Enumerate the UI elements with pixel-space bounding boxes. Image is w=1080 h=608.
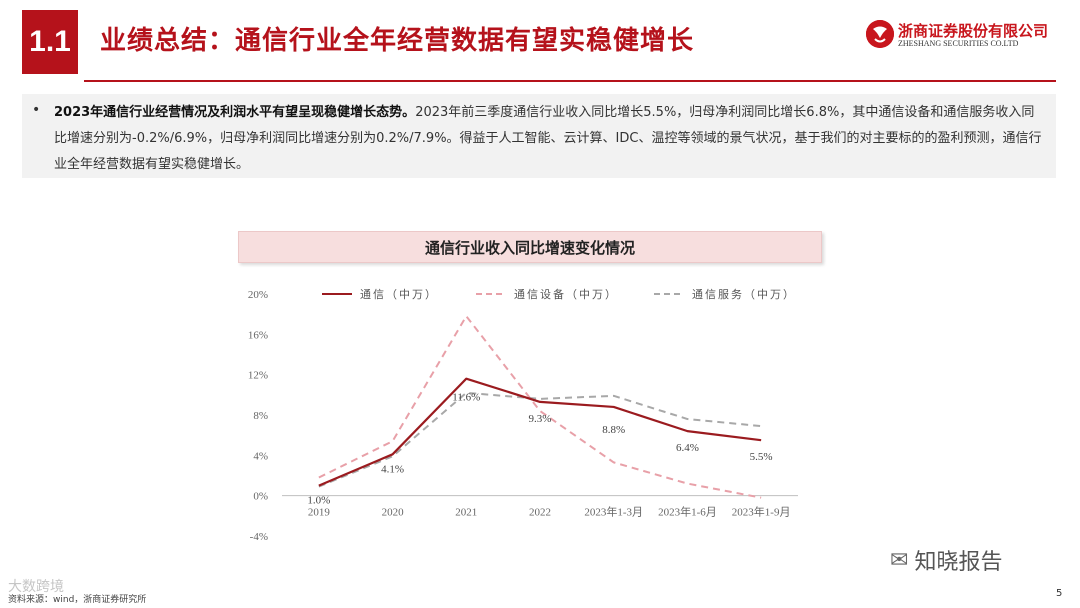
company-logo-icon: [866, 20, 894, 48]
data-label: 4.1%: [381, 463, 404, 475]
watermark-right-text: 知晓报告: [914, 550, 1003, 575]
series-line: [318, 377, 762, 487]
page-number: 5: [1056, 588, 1063, 599]
x-tick-label: 2020: [382, 507, 405, 519]
page-title: 业绩总结：通信行业全年经营数据有望实稳健增长: [100, 26, 695, 56]
company-logo: 浙商证券股份有限公司 ZHESHANG SECURITIES CO.LTD: [866, 20, 1056, 52]
watermark-right: ✉ 知晓报告: [890, 544, 1002, 576]
legend-label: 通信设备（中万）: [514, 287, 618, 301]
y-tick-label: -4%: [250, 531, 268, 543]
x-tick-label: 2023年1-9月: [732, 505, 791, 519]
bullet-icon: •: [32, 102, 41, 118]
y-tick-label: 16%: [248, 329, 268, 341]
series-line: [318, 391, 762, 488]
x-tick-label: 2023年1-6月: [658, 505, 717, 519]
y-tick-label: 20%: [248, 289, 268, 301]
summary-text: 2023年通信行业经营情况及利润水平有望呈现稳健增长态势。2023年前三季度通信…: [54, 100, 1044, 178]
x-tick-label: 2021: [455, 507, 477, 519]
summary-body: 2023年前三季度通信行业收入同比增长5.5%，归母净利润同比增长6.8%，其中…: [54, 105, 1042, 172]
watermark-left: 大数跨境: [8, 579, 64, 595]
line-chart: -4% 0% 4% 8% 12% 16% 20% 2019 2020 2021 2022 2023年1…: [248, 287, 798, 543]
data-label: 8.8%: [602, 424, 625, 436]
y-tick-label: 4%: [253, 450, 268, 462]
summary-box: • 2023年通信行业经营情况及利润水平有望呈现稳健增长态势。2023年前三季度…: [22, 94, 1056, 178]
legend-label: 通信（中万）: [360, 288, 438, 301]
data-label: 6.4%: [676, 442, 699, 454]
legend-label: 通信服务（中万）: [692, 288, 796, 301]
company-name-cn: 浙商证券股份有限公司: [898, 22, 1049, 40]
x-tick-label: 2023年1-3月: [584, 505, 643, 519]
x-tick-label: 2019: [308, 507, 331, 519]
section-number-badge: 1.1: [22, 10, 78, 74]
data-label: 9.3%: [529, 413, 552, 425]
y-tick-label: 8%: [253, 410, 268, 422]
chart-title: 通信行业收入同比增速变化情况: [238, 231, 822, 263]
company-name-en: ZHESHANG SECURITIES CO.LTD: [898, 39, 1019, 48]
data-label: 11.6%: [452, 392, 480, 404]
title-divider: [84, 80, 1056, 82]
summary-headline: 2023年通信行业经营情况及利润水平有望呈现稳健增长态势。: [54, 105, 416, 120]
data-label: 5.5%: [750, 451, 773, 463]
data-label: 1.0%: [307, 495, 330, 507]
wechat-icon: ✉: [890, 547, 909, 573]
y-tick-label: 12%: [248, 370, 268, 382]
x-tick-label: 2022: [529, 507, 551, 519]
y-tick-label: 0%: [253, 491, 268, 503]
source-note: 资料来源：wind，浙商证券研究所: [8, 595, 147, 605]
